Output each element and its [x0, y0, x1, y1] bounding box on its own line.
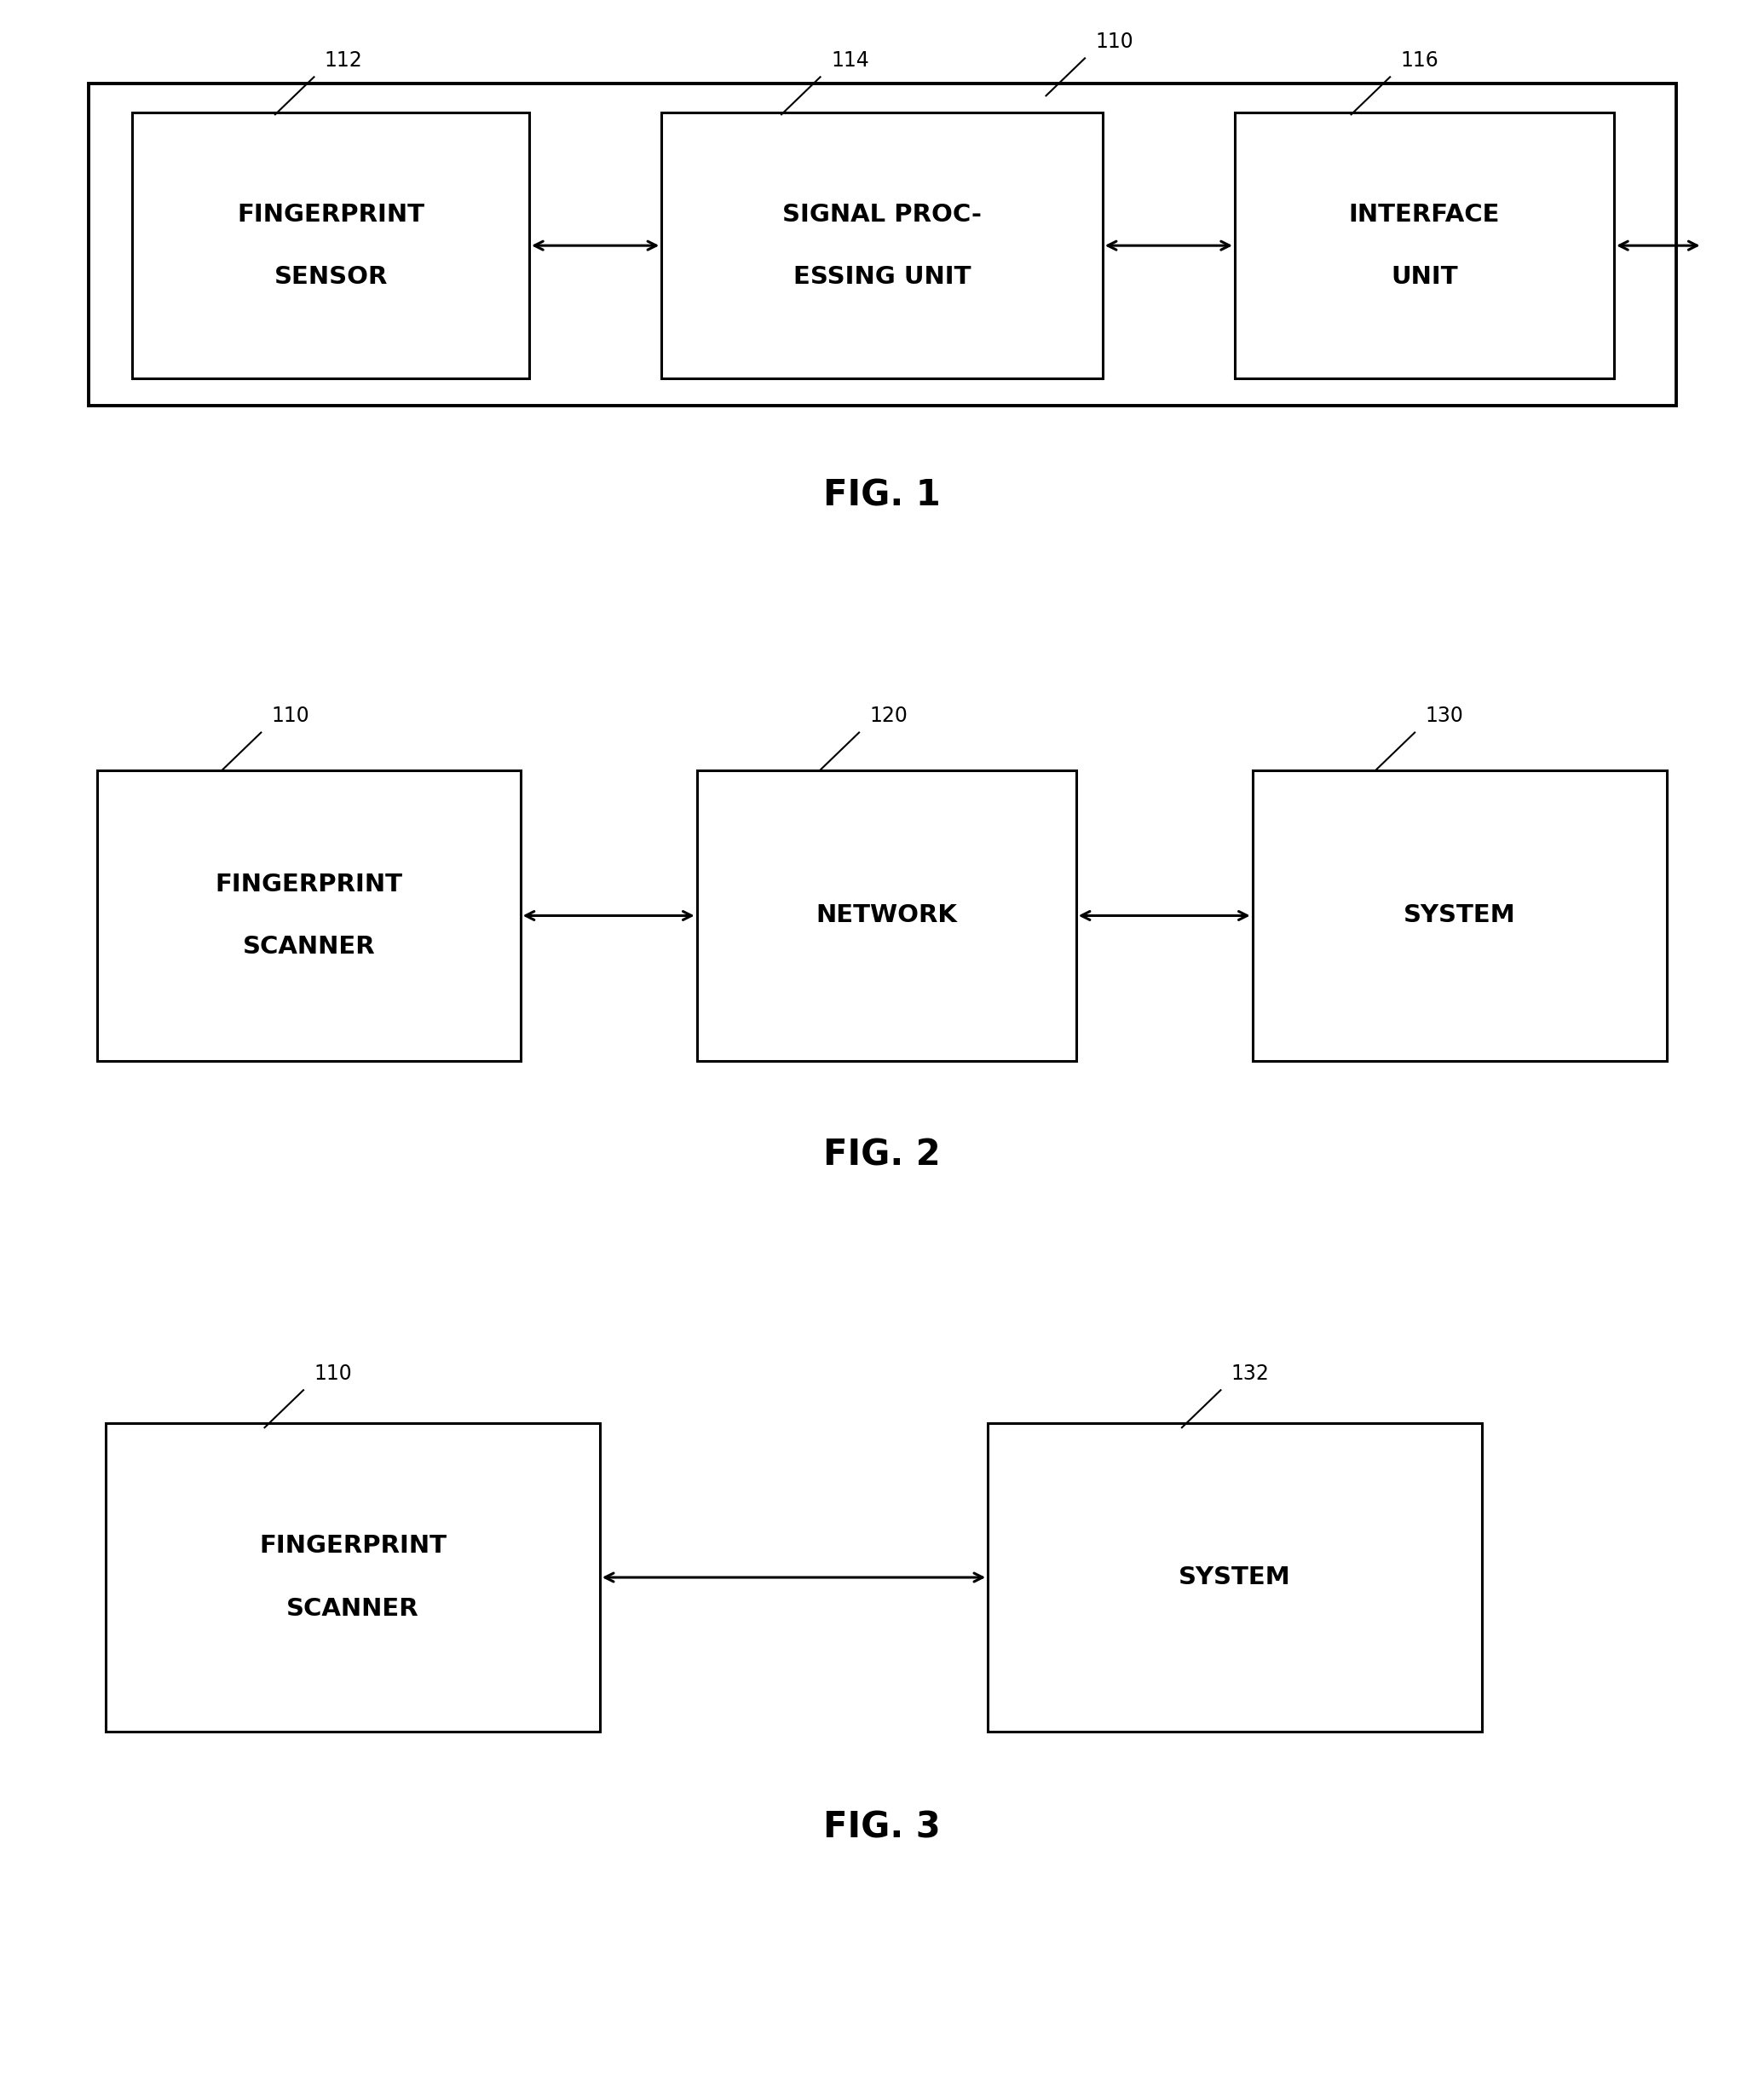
Text: FINGERPRINT: FINGERPRINT	[236, 202, 425, 227]
Bar	[1235, 112, 1614, 379]
Bar	[697, 770, 1076, 1061]
Text: 110: 110	[1095, 31, 1134, 52]
Text: SYSTEM: SYSTEM	[1178, 1565, 1291, 1590]
Text: 112: 112	[325, 50, 363, 71]
Text: FIG. 2: FIG. 2	[824, 1136, 940, 1174]
Bar	[88, 83, 1676, 406]
Text: INTERFACE: INTERFACE	[1349, 202, 1499, 227]
Text: 130: 130	[1425, 705, 1464, 726]
Bar	[1252, 770, 1667, 1061]
Text: 120: 120	[870, 705, 908, 726]
Text: SIGNAL PROC-: SIGNAL PROC-	[781, 202, 983, 227]
Text: 114: 114	[831, 50, 870, 71]
Text: 116: 116	[1401, 50, 1439, 71]
Text: FIG. 1: FIG. 1	[824, 477, 940, 514]
Text: SCANNER: SCANNER	[286, 1596, 420, 1621]
Text: SYSTEM: SYSTEM	[1404, 903, 1515, 928]
Text: SENSOR: SENSOR	[273, 264, 388, 289]
Bar	[988, 1423, 1482, 1731]
Text: 110: 110	[314, 1363, 353, 1384]
Bar	[662, 112, 1102, 379]
Bar	[97, 770, 520, 1061]
Bar	[106, 1423, 600, 1731]
Text: NETWORK: NETWORK	[815, 903, 958, 928]
Text: ESSING UNIT: ESSING UNIT	[794, 264, 970, 289]
Text: FIG. 3: FIG. 3	[824, 1808, 940, 1846]
Text: SCANNER: SCANNER	[242, 934, 376, 959]
Bar	[132, 112, 529, 379]
Text: 132: 132	[1231, 1363, 1270, 1384]
Text: 110: 110	[272, 705, 310, 726]
Text: UNIT: UNIT	[1392, 264, 1457, 289]
Text: FINGERPRINT: FINGERPRINT	[259, 1534, 446, 1559]
Text: FINGERPRINT: FINGERPRINT	[215, 872, 402, 897]
